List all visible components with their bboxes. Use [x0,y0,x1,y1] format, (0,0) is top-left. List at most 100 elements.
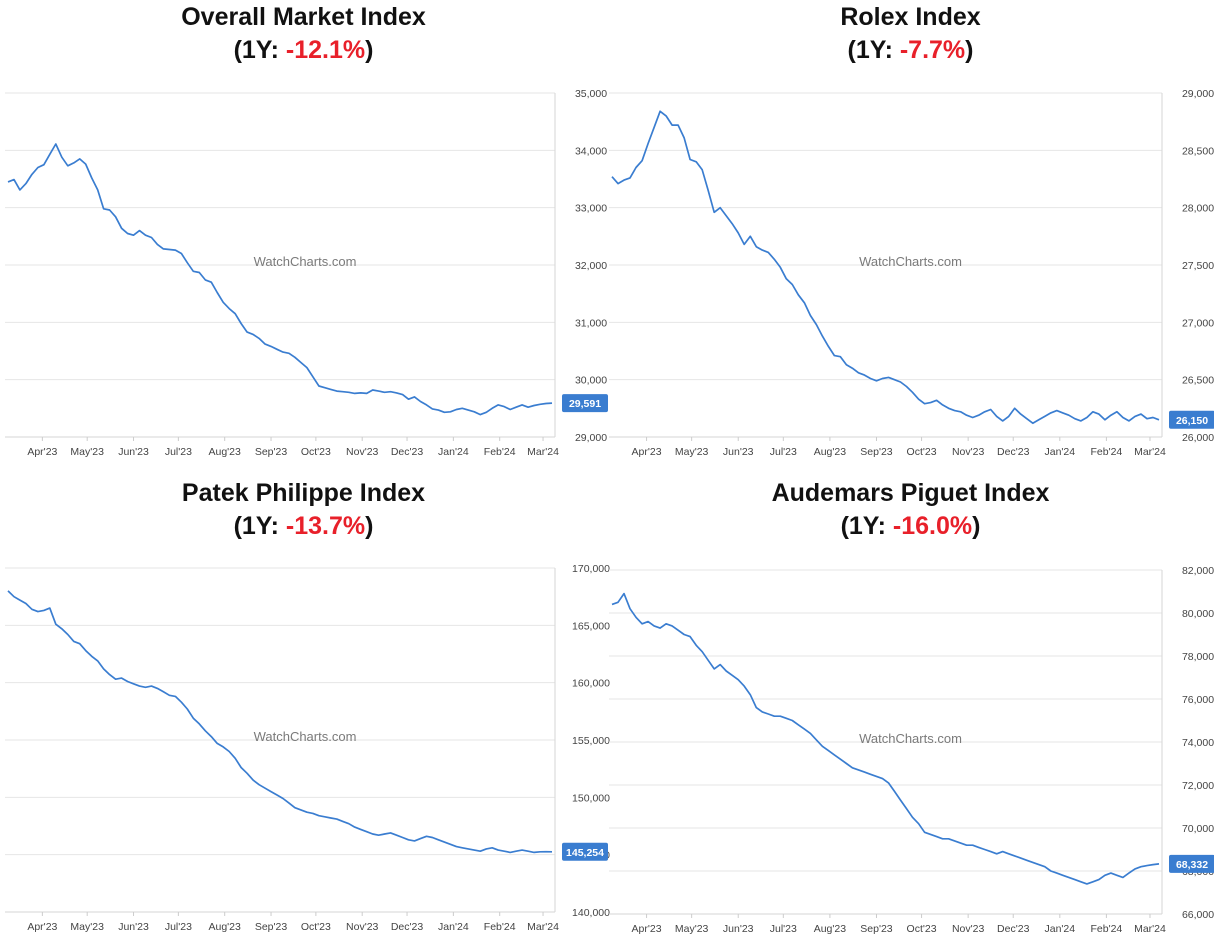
chart-title-main: Rolex Index [840,3,981,31]
y-tick-label: 27,500 [1182,260,1214,272]
chart-title-main: Patek Philippe Index [181,479,426,507]
x-tick-label: Jan'24 [1045,446,1076,458]
y-tick-label: 29,000 [575,432,607,444]
change-value: -16.0% [892,512,973,540]
x-tick-label: Sep'23 [860,923,893,935]
last-value-badge [1169,410,1214,429]
x-tick-label: Oct'23 [907,446,937,458]
x-tick-label: Nov'23 [952,446,985,458]
chart-subtitle: (1Y: -16.0%) [607,510,1214,543]
y-tick-label: 140,000 [572,907,610,919]
series-line [7,143,553,416]
y-tick-label: 33,000 [575,203,607,215]
chart-panel-patek-philippe: Patek Philippe Index (1Y: -13.7%) 140,00… [0,469,610,938]
line-chart: 66,00068,00070,00072,00074,00076,00078,0… [609,565,1214,935]
x-tick-label: Jun'23 [723,446,754,458]
chart-title-main: Overall Market Index [181,3,426,31]
x-tick-label: Jul'23 [165,446,192,458]
last-value-label: 145,254 [566,847,604,859]
x-tick-label: Oct'23 [301,921,331,933]
subtitle-suffix: ) [965,36,974,64]
x-tick-label: Oct'23 [301,446,331,458]
x-tick-label: Feb'24 [1091,923,1123,935]
x-tick-label: Nov'23 [346,921,379,933]
line-chart: 26,000 26,500 27,000 27,500 28,000 28,500 29,0… [609,88,1214,458]
y-tick-label: 26,500 [1182,375,1214,387]
watermark-text: WatchCharts.com [859,731,962,746]
x-tick-label: May'23 [675,446,709,458]
x-tick-label: Nov'23 [952,923,985,935]
last-value-label: 68,332 [1176,859,1208,871]
x-tick-label: May'23 [70,921,104,933]
x-tick-label: Aug'23 [814,923,847,935]
x-tick-label: Jul'23 [770,446,797,458]
x-tick-label: Jun'23 [723,923,754,935]
x-tick-label: Apr'23 [632,446,662,458]
y-tick-label: 35,000 [575,88,607,100]
x-tick-label: Jun'23 [118,446,149,458]
x-tick-label: Mar'24 [1134,446,1166,458]
chart-title: Audemars Piguet Index (1Y: -16.0%) [607,477,1214,543]
x-tick-label: Sep'23 [860,446,893,458]
subtitle-prefix: (1Y: [233,512,286,540]
last-value-badge [1169,854,1214,873]
x-tick-label: Jan'24 [1045,923,1076,935]
y-tick-label: 165,000 [572,620,610,632]
x-tick-label: Jul'23 [165,921,192,933]
chart-subtitle: (1Y: -13.7%) [0,510,607,543]
x-tick-label: Sep'23 [255,921,288,933]
last-value-label: 29,591 [569,398,601,410]
chart-subtitle: (1Y: -7.7%) [607,34,1214,67]
y-tick-label: 160,000 [572,678,610,690]
x-tick-label: Nov'23 [346,446,379,458]
y-tick-label: 29,000 [1182,88,1214,100]
x-tick-label: Dec'23 [391,921,424,933]
series-line [611,592,1160,885]
subtitle-suffix: ) [972,512,981,540]
y-tick-label: 82,000 [1182,565,1214,577]
x-tick-label: Aug'23 [209,446,242,458]
line-chart: 29,000 30,000 31,000 32,000 33,000 34,000 35,0… [5,88,608,458]
chart-subtitle: (1Y: -12.1%) [0,34,607,67]
change-value: -7.7% [899,36,966,64]
change-value: -13.7% [285,512,366,540]
series-line [611,110,1160,425]
y-tick-label: 27,000 [1182,317,1214,329]
y-tick-label: 78,000 [1182,651,1214,663]
x-tick-label: Mar'24 [1134,923,1166,935]
x-tick-label: Jul'23 [770,923,797,935]
chart-title: Overall Market Index (1Y: -12.1%) [0,1,607,67]
y-tick-label: 74,000 [1182,737,1214,749]
y-tick-label: 32,000 [575,260,607,272]
x-tick-label: Jan'24 [438,446,469,458]
series-line [7,590,553,854]
subtitle-prefix: (1Y: [840,512,893,540]
x-tick-label: Feb'24 [1091,446,1123,458]
x-tick-label: Sep'23 [255,446,288,458]
x-tick-label: Apr'23 [632,923,662,935]
x-tick-label: Dec'23 [391,446,424,458]
chart-panel-overall-market: Overall Market Index (1Y: -12.1%) 29,000… [0,0,608,469]
last-value-badge [562,842,608,861]
x-tick-label: Apr'23 [27,921,57,933]
chart-panel-audemars-piguet: Audemars Piguet Index (1Y: -16.0%) 66,00… [607,469,1214,938]
y-tick-label: 80,000 [1182,608,1214,620]
subtitle-suffix: ) [365,36,374,64]
y-tick-label: 170,000 [572,563,610,575]
y-tick-label: 150,000 [572,792,610,804]
y-tick-label: 28,500 [1182,145,1214,157]
y-tick-label: 155,000 [572,735,610,747]
subtitle-suffix: ) [365,512,374,540]
change-value: -12.1% [285,36,366,64]
y-tick-label: 70,000 [1182,823,1214,835]
x-tick-label: Feb'24 [484,446,516,458]
x-tick-label: Dec'23 [997,923,1030,935]
x-tick-label: May'23 [675,923,709,935]
last-value-badge [562,394,608,413]
y-tick-label: 26,000 [1182,432,1214,444]
chart-panel-rolex: Rolex Index (1Y: -7.7%) 26,000 26,500 27,0… [607,0,1214,469]
y-tick-label: 76,000 [1182,694,1214,706]
x-tick-label: May'23 [70,446,104,458]
x-tick-label: Mar'24 [527,446,559,458]
x-tick-label: Aug'23 [814,446,847,458]
